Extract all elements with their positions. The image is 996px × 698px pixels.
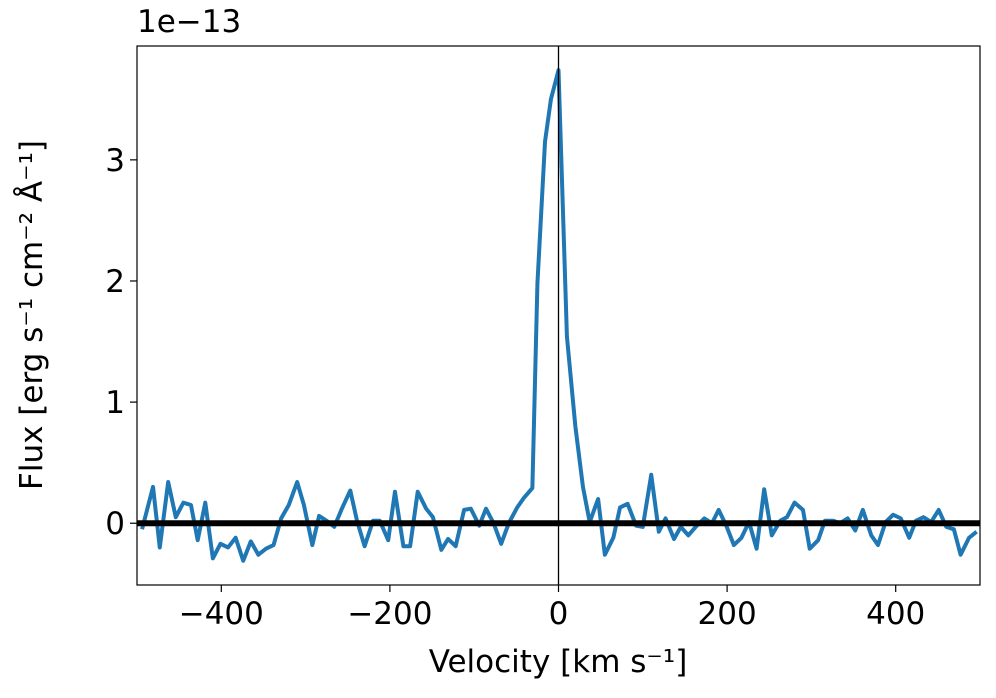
- offset-label: 1e−13: [137, 4, 241, 40]
- y-tick-label: 1: [105, 385, 125, 421]
- x-tick-label: 200: [698, 596, 757, 632]
- y-tick-label: 2: [105, 264, 125, 300]
- plot-area: [137, 46, 980, 585]
- plot-frame: [136, 45, 981, 586]
- x-tick-label: −400: [179, 596, 264, 632]
- x-tick-label: −200: [347, 596, 432, 632]
- x-axis-label: Velocity [km s⁻¹]: [429, 644, 688, 680]
- y-axis-label: Flux [erg s⁻¹ cm⁻² Å⁻¹]: [14, 140, 50, 490]
- y-tick-label: 3: [105, 143, 125, 179]
- data-line: [140, 68, 978, 563]
- x-tick-label: 400: [866, 596, 925, 632]
- y-tick-label: 0: [105, 506, 125, 542]
- x-tick-label: 0: [549, 596, 569, 632]
